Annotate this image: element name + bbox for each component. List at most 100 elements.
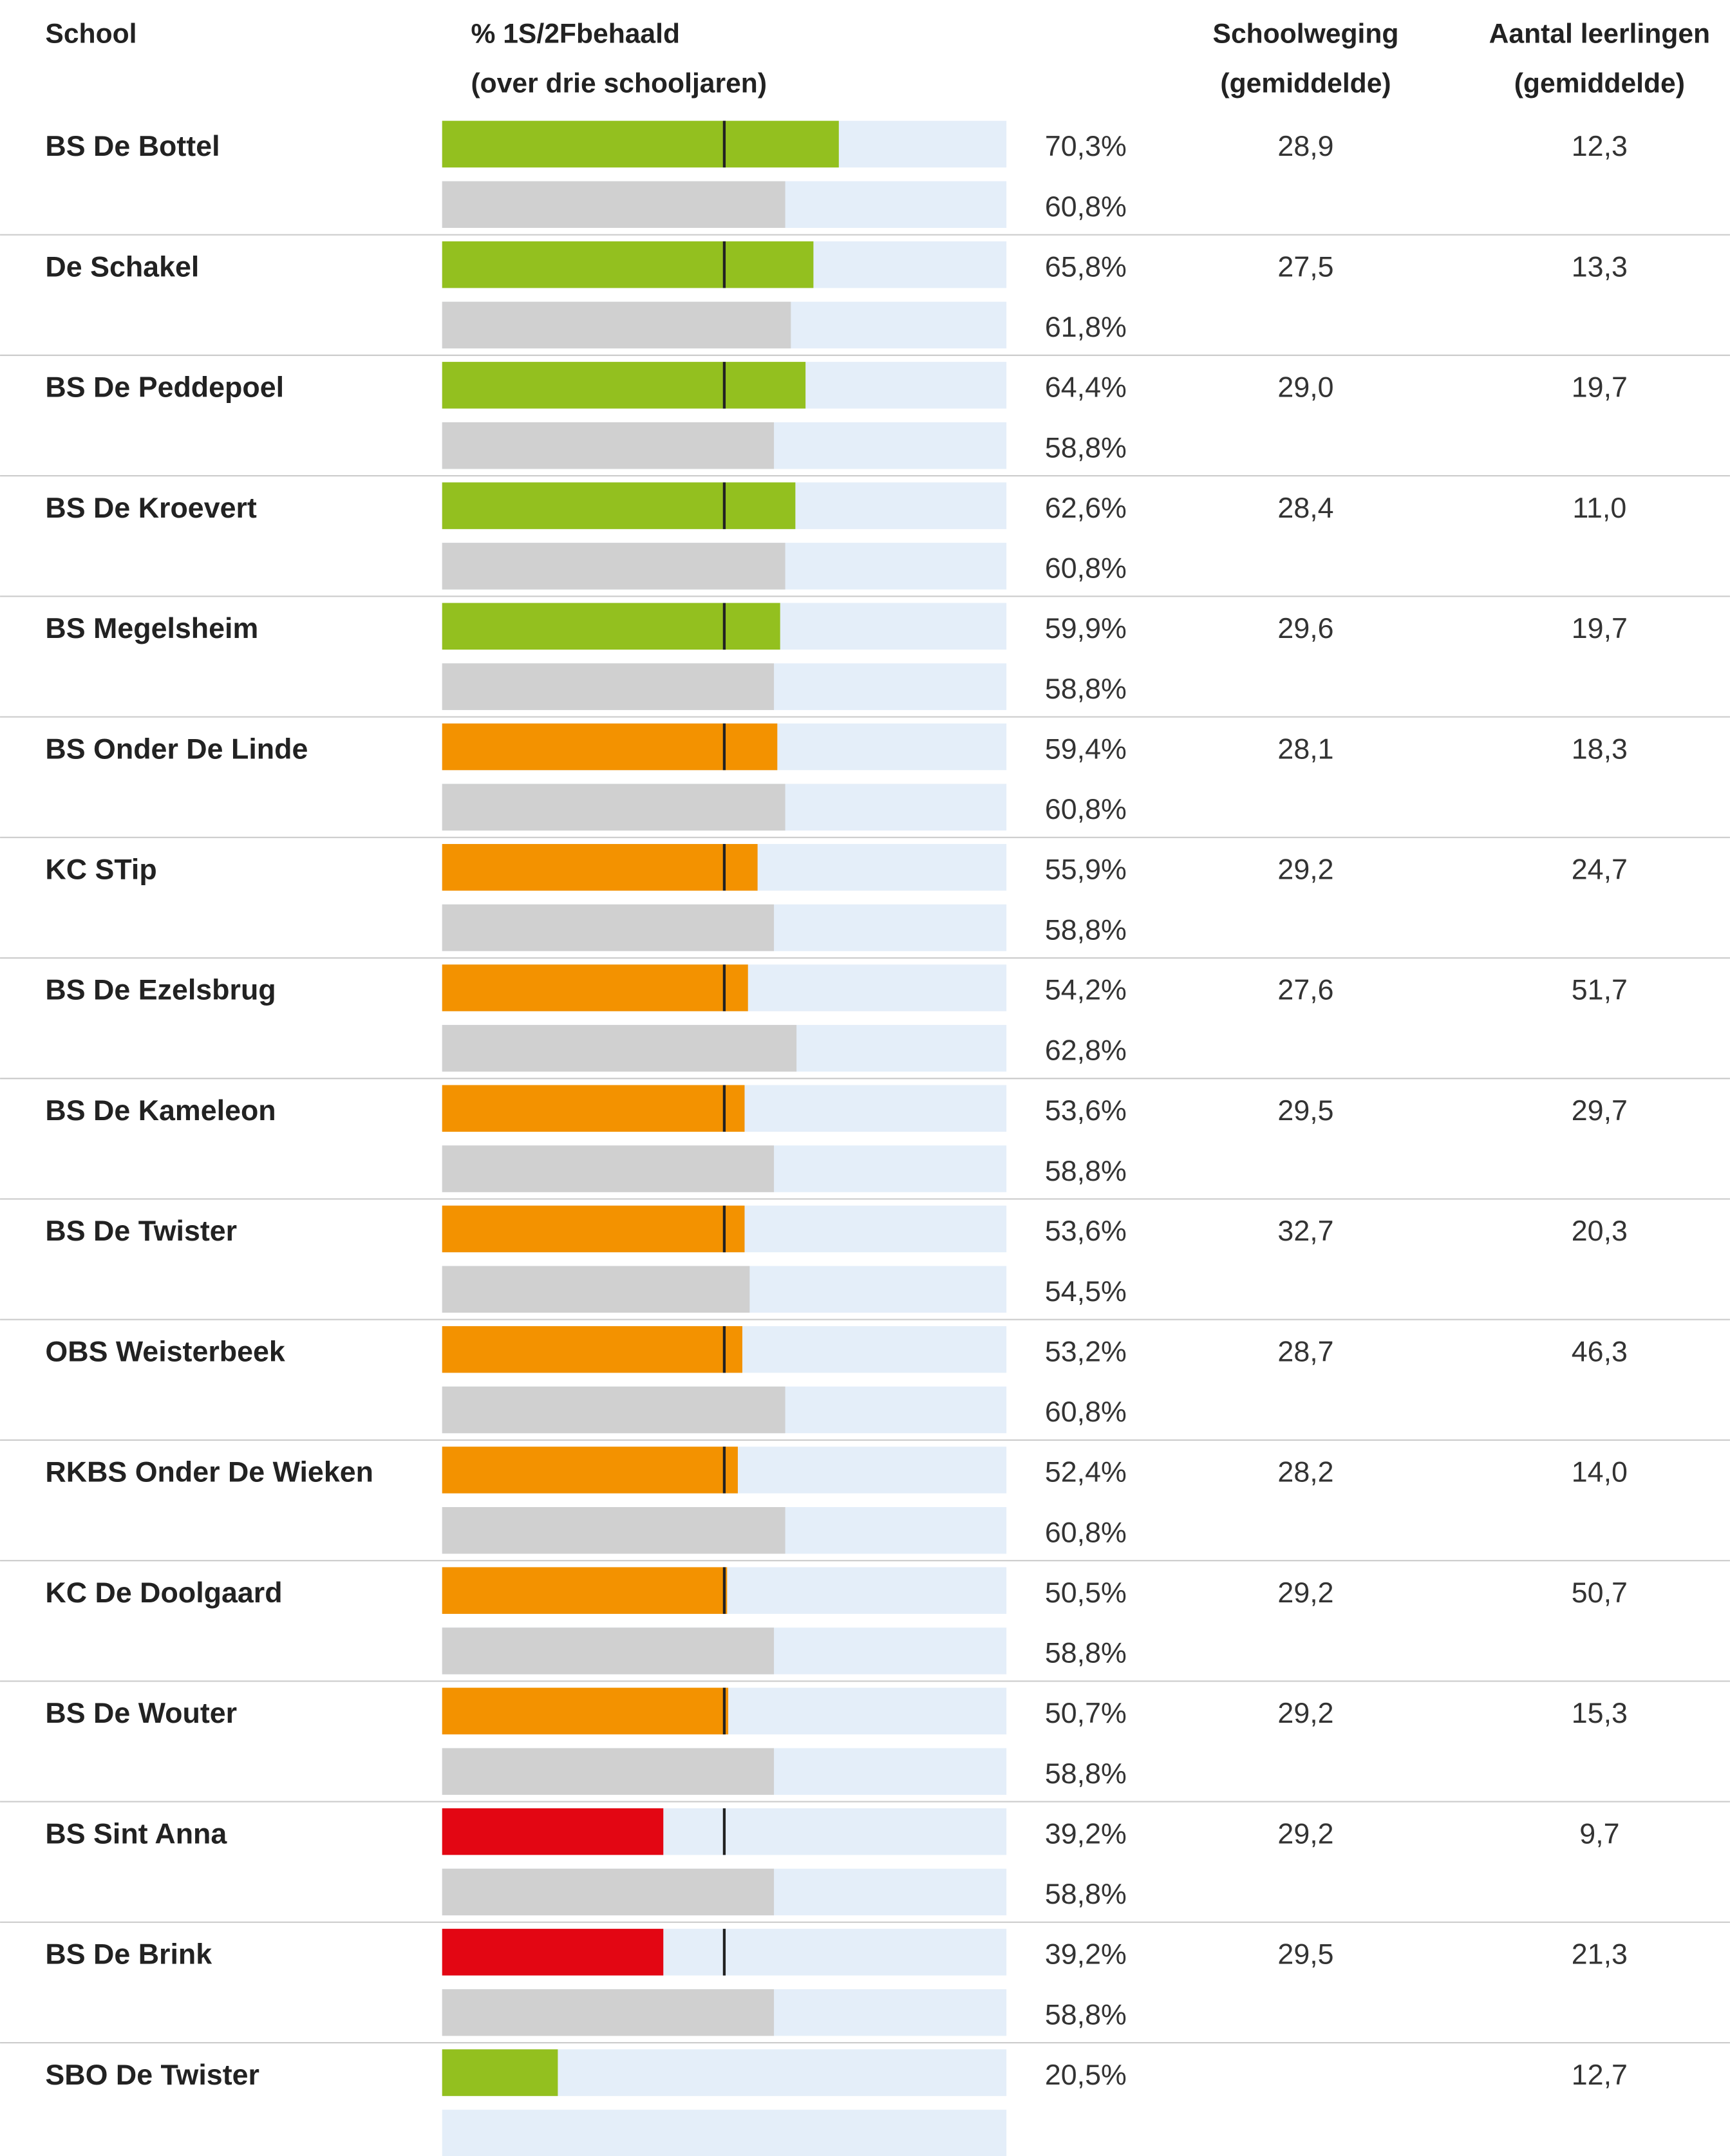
- reference-label: 54,5%: [1045, 1275, 1127, 1308]
- bar: [442, 1205, 745, 1253]
- value-label: 53,6%: [1045, 1094, 1127, 1127]
- bar: [442, 723, 778, 771]
- bar: [442, 1085, 745, 1132]
- bar: [442, 362, 806, 409]
- schoolweging: 29,2: [1277, 1817, 1333, 1850]
- reference-bar: [442, 783, 785, 831]
- leerlingen: 15,3: [1572, 1697, 1628, 1729]
- school-name: KC STip: [45, 854, 156, 886]
- value-label: 39,2%: [1045, 1938, 1127, 1971]
- school-name: BS Sint Anna: [45, 1817, 227, 1850]
- reference-label: 60,8%: [1045, 793, 1127, 825]
- reference-bar: [442, 1506, 785, 1554]
- reference-label: 62,8%: [1045, 1035, 1127, 1067]
- reference-bar: [442, 1868, 775, 1916]
- bar: [442, 1567, 728, 1614]
- bar: [442, 241, 814, 288]
- value-label: 20,5%: [1045, 2059, 1127, 2091]
- reference-label: 60,8%: [1045, 191, 1127, 223]
- bar-track: [442, 2110, 1007, 2156]
- leerlingen: 51,7: [1572, 974, 1628, 1006]
- bar: [442, 1326, 742, 1373]
- reference-label: 58,8%: [1045, 1758, 1127, 1790]
- bar: [442, 1687, 729, 1735]
- header: Schoolweging: [1213, 19, 1399, 50]
- reference-bar: [442, 1386, 785, 1434]
- school-name: RKBS Onder De Wieken: [45, 1456, 373, 1488]
- schoolweging: 28,9: [1277, 130, 1333, 162]
- reference-bar: [442, 543, 785, 590]
- school-name: BS De Bottel: [45, 130, 220, 162]
- header: (gemiddelde): [1514, 68, 1685, 98]
- bar: [442, 1447, 738, 1494]
- header: School: [45, 19, 136, 50]
- reference-label: 58,8%: [1045, 673, 1127, 705]
- reference-bar: [442, 181, 785, 228]
- value-label: 50,5%: [1045, 1577, 1127, 1609]
- reference-bar: [442, 1627, 775, 1674]
- school-name: BS De Brink: [45, 1938, 212, 1971]
- leerlingen: 20,3: [1572, 1215, 1628, 1247]
- value-label: 59,4%: [1045, 733, 1127, 765]
- reference-bar: [442, 1748, 775, 1795]
- reference-label: 60,8%: [1045, 552, 1127, 585]
- leerlingen: 12,3: [1572, 130, 1628, 162]
- header: Aantal leerlingen: [1489, 19, 1710, 50]
- bar: [442, 2049, 558, 2096]
- schoolweging: 29,6: [1277, 612, 1333, 644]
- value-label: 55,9%: [1045, 854, 1127, 886]
- leerlingen: 29,7: [1572, 1094, 1628, 1127]
- school-name: SBO De Twister: [45, 2059, 259, 2091]
- reference-bar: [442, 1989, 775, 2036]
- reference-bar: [442, 1145, 775, 1192]
- leerlingen: 12,7: [1572, 2059, 1628, 2091]
- leerlingen: 21,3: [1572, 1938, 1628, 1971]
- value-label: 50,7%: [1045, 1697, 1127, 1729]
- header: % 1S/2Fbehaald: [471, 19, 680, 50]
- schoolweging: 27,5: [1277, 250, 1333, 283]
- school-name: OBS Weisterbeek: [45, 1335, 285, 1367]
- bar: [442, 603, 780, 650]
- leerlingen: 46,3: [1572, 1335, 1628, 1367]
- school-name: BS De Kroevert: [45, 492, 256, 524]
- schoolweging: 29,2: [1277, 1577, 1333, 1609]
- schoolweging: 28,1: [1277, 733, 1333, 765]
- reference-bar: [442, 1266, 750, 1313]
- school-name: BS Onder De Linde: [45, 733, 308, 765]
- reference-label: 61,8%: [1045, 311, 1127, 343]
- value-label: 52,4%: [1045, 1456, 1127, 1488]
- header: (over drie schooljaren): [471, 68, 767, 98]
- reference-label: 58,8%: [1045, 1155, 1127, 1187]
- header: (gemiddelde): [1220, 68, 1391, 98]
- school-name: BS De Peddepoel: [45, 371, 284, 404]
- leerlingen: 9,7: [1579, 1817, 1619, 1850]
- reference-label: 58,8%: [1045, 914, 1127, 946]
- bar: [442, 844, 758, 891]
- leerlingen: 19,7: [1572, 371, 1628, 404]
- reference-label: 58,8%: [1045, 1878, 1127, 1910]
- leerlingen: 14,0: [1572, 1456, 1628, 1488]
- schoolweging: 29,0: [1277, 371, 1333, 404]
- leerlingen: 50,7: [1572, 1577, 1628, 1609]
- bar: [442, 1929, 664, 1976]
- schoolweging: 29,2: [1277, 1697, 1333, 1729]
- reference-label: 60,8%: [1045, 1396, 1127, 1428]
- leerlingen: 19,7: [1572, 612, 1628, 644]
- school-name: KC De Doolgaard: [45, 1577, 282, 1609]
- value-label: 54,2%: [1045, 974, 1127, 1006]
- schoolweging: 28,4: [1277, 492, 1333, 524]
- value-label: 64,4%: [1045, 371, 1127, 404]
- school-name: BS Megelsheim: [45, 612, 258, 644]
- schoolweging: 28,2: [1277, 1456, 1333, 1488]
- school-name: BS De Ezelsbrug: [45, 974, 276, 1006]
- reference-bar: [442, 663, 775, 710]
- bar: [442, 964, 748, 1011]
- reference-label: 58,8%: [1045, 1998, 1127, 2030]
- value-label: 39,2%: [1045, 1817, 1127, 1850]
- schoolweging: 27,6: [1277, 974, 1333, 1006]
- schoolweging: 28,7: [1277, 1335, 1333, 1367]
- school-name: BS De Kameleon: [45, 1094, 276, 1127]
- school-name: De Schakel: [45, 250, 199, 283]
- leerlingen: 11,0: [1572, 492, 1626, 524]
